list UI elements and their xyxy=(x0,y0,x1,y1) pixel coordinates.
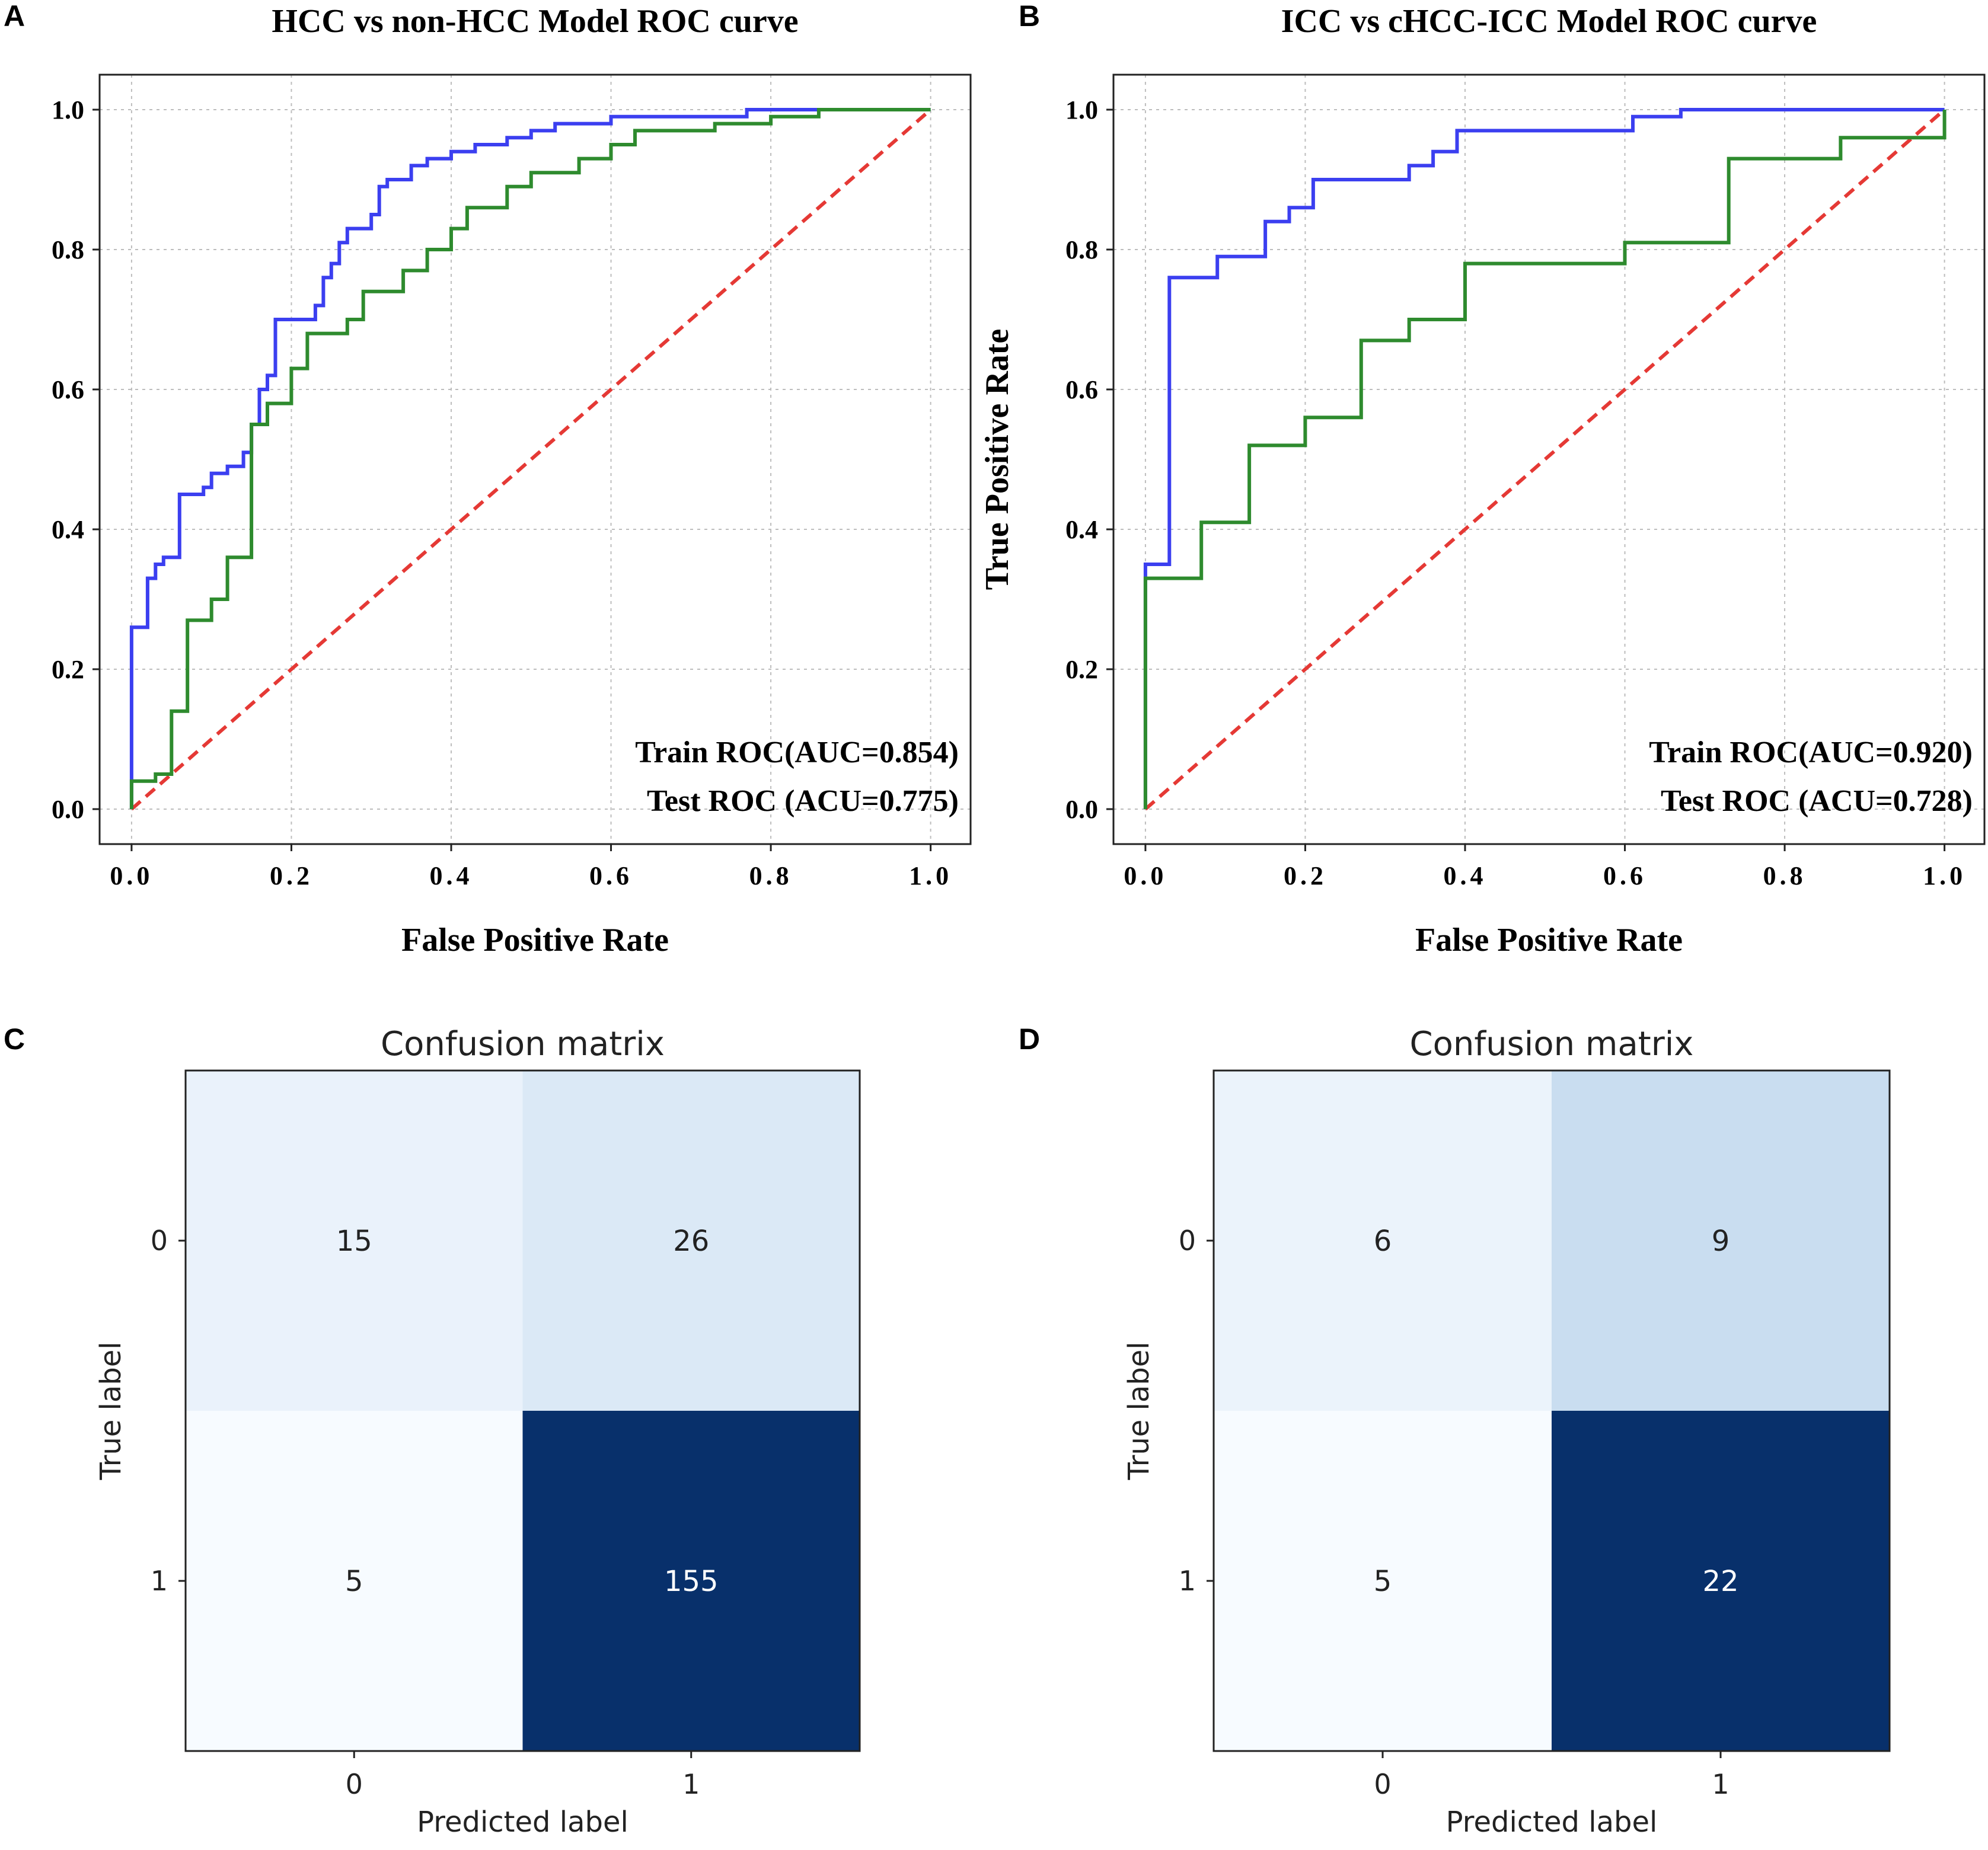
y-axis-label: True Positive Rate xyxy=(979,329,1016,590)
x-tick-label: 0.0 xyxy=(1124,861,1167,890)
plot-frame xyxy=(1112,74,1986,845)
x-tick-label: 0.8 xyxy=(749,861,793,890)
matrix-cell xyxy=(1214,1071,1552,1411)
matrix-cell-value: 22 xyxy=(1702,1565,1738,1598)
legend-test-label: Test ROC (ACU=0.728) xyxy=(1661,784,1973,818)
y-tick-label: 0.2 xyxy=(52,655,84,684)
matrix-cell xyxy=(522,1411,860,1751)
legend-train-label: Train ROC(AUC=0.920) xyxy=(1649,736,1973,769)
y-tick-label: 1.0 xyxy=(52,95,84,124)
y-tick-label: 0.8 xyxy=(52,235,84,264)
matrix-cell-value: 5 xyxy=(345,1565,363,1598)
matrix-cell xyxy=(186,1071,523,1411)
y-tick-label: 0.2 xyxy=(1065,655,1098,684)
y-tick-label: 0 xyxy=(1179,1225,1196,1257)
matrix-cell-value: 155 xyxy=(664,1565,719,1598)
roc-chart-a: 0.0 0.2 0.4 0.6 0.8 1.0 0.0 0.2 0.4 0.6 0.8 1.0 HCC … xyxy=(0,3,972,958)
matrix-frame xyxy=(1212,1069,1891,1752)
diagonal-reference-line xyxy=(130,108,932,811)
y-tick-label: 0.4 xyxy=(1065,515,1098,544)
chart-title: Confusion matrix xyxy=(381,1025,665,1063)
y-tick-label: 1 xyxy=(1179,1565,1196,1597)
y-tick-label: 0 xyxy=(151,1225,168,1257)
matrix-cell xyxy=(186,1411,523,1751)
train-roc-line xyxy=(129,108,931,809)
y-tick-label: 0.4 xyxy=(52,515,84,544)
chart-title: ICC vs cHCC-ICC Model ROC curve xyxy=(1281,3,1817,40)
chart-title: Confusion matrix xyxy=(1410,1025,1694,1063)
confusion-matrix-d: 6 9 5 22 0 0 1 1 Confusion matrix Predicted label… xyxy=(1122,1025,1891,1839)
y-tick-label: 1.0 xyxy=(1065,95,1098,124)
x-axis-label: Predicted label xyxy=(417,1806,628,1839)
panel-label-b: B xyxy=(1019,0,1040,33)
matrix-cell xyxy=(1214,1411,1552,1751)
x-axis-label: Predicted label xyxy=(1446,1806,1658,1839)
matrix-cell-value: 5 xyxy=(1374,1565,1392,1598)
matrix-frame xyxy=(184,1069,861,1752)
chart-title: HCC vs non-HCC Model ROC curve xyxy=(272,3,798,40)
diagonal-reference-line xyxy=(1144,108,1946,811)
legend-test-label: Test ROC (ACU=0.775) xyxy=(647,784,959,818)
matrix-cell-value: 15 xyxy=(336,1225,372,1258)
matrix-cell-value: 6 xyxy=(1374,1225,1392,1258)
x-axis-label: False Positive Rate xyxy=(1415,922,1683,958)
x-tick-label: 0.6 xyxy=(1603,861,1646,890)
panel-label-d: D xyxy=(1019,1023,1040,1056)
test-roc-line xyxy=(1143,110,1946,809)
x-tick-label: 0.8 xyxy=(1763,861,1807,890)
x-tick-label: 0.4 xyxy=(429,861,473,890)
x-tick-label: 0 xyxy=(346,1768,363,1800)
matrix-cell-value: 9 xyxy=(1712,1225,1730,1258)
matrix-cell-value: 26 xyxy=(673,1225,709,1258)
x-tick-label: 1.0 xyxy=(909,861,952,890)
roc-chart-b: 0.0 0.2 0.4 0.6 0.8 1.0 0.0 0.2 0.4 0.6 0.8 1.0 ICC … xyxy=(979,3,1986,958)
matrix-cell xyxy=(522,1071,860,1411)
matrix-cell xyxy=(1552,1411,1890,1751)
y-axis-label: True label xyxy=(1122,1341,1156,1480)
confusion-matrix-c: 15 26 5 155 0 0 1 1 Confusion matrix Predicted la… xyxy=(94,1025,861,1839)
y-tick-label: 0.6 xyxy=(52,375,84,404)
y-axis-label: True label xyxy=(94,1341,127,1480)
x-tick-label: 1 xyxy=(682,1768,700,1800)
test-roc-line xyxy=(129,108,931,809)
x-tick-label: 1 xyxy=(1712,1768,1729,1800)
y-tick-label: 0.6 xyxy=(1065,375,1098,404)
x-tick-label: 0.2 xyxy=(1284,861,1327,890)
x-tick-label: 1.0 xyxy=(1923,861,1966,890)
train-roc-line xyxy=(1143,108,1945,809)
x-tick-label: 0.4 xyxy=(1443,861,1486,890)
y-tick-label: 0.0 xyxy=(1065,795,1098,824)
plot-frame xyxy=(98,74,972,845)
x-axis-label: False Positive Rate xyxy=(401,922,669,958)
x-tick-label: 0 xyxy=(1374,1768,1391,1800)
x-tick-label: 0.2 xyxy=(270,861,313,890)
legend-train-label: Train ROC(AUC=0.854) xyxy=(635,736,959,769)
x-tick-label: 0.0 xyxy=(110,861,153,890)
panel-label-c: C xyxy=(4,1023,25,1056)
y-tick-label: 0.0 xyxy=(52,795,84,824)
matrix-cell xyxy=(1552,1071,1890,1411)
x-tick-label: 0.6 xyxy=(589,861,633,890)
panel-label-a: A xyxy=(4,0,25,33)
y-axis-label: True Positive Rate xyxy=(0,329,2,590)
y-tick-label: 0.8 xyxy=(1065,235,1098,264)
y-tick-label: 1 xyxy=(151,1565,168,1597)
